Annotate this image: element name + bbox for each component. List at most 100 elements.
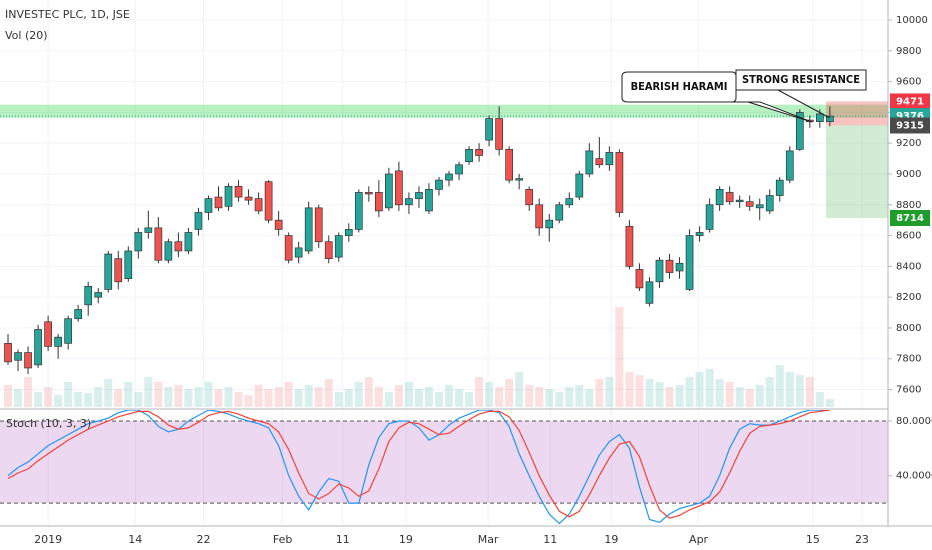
- candle-body: [54, 336, 62, 347]
- stoch-line: [7, 410, 830, 525]
- candle-body: [154, 227, 163, 261]
- volume-bar: [94, 387, 103, 407]
- volume-bar: [565, 387, 574, 407]
- candle-body: [625, 225, 634, 267]
- volume-bar: [665, 387, 674, 407]
- volume-bar: [84, 393, 93, 407]
- volume-bar: [685, 377, 694, 407]
- candle-body: [725, 192, 734, 203]
- annotation-text: BEARISH HARAMI: [631, 80, 728, 93]
- volume-bar: [234, 392, 243, 407]
- volume-bar: [635, 375, 644, 407]
- candle-body: [665, 259, 674, 273]
- resistance-zone: [0, 104, 888, 118]
- candle-body: [555, 204, 564, 221]
- volume-bar: [655, 382, 664, 407]
- candle-body: [4, 342, 12, 363]
- candle-body: [755, 204, 764, 209]
- candle-body: [826, 115, 834, 122]
- volume-bar: [785, 372, 794, 407]
- x-tick-label: 19: [399, 533, 413, 546]
- volume-label: Vol (20): [5, 29, 48, 42]
- y-tick-label: 9200: [896, 138, 921, 149]
- volume-bar: [364, 377, 373, 407]
- volume-bar: [735, 387, 744, 407]
- candle-body: [445, 173, 453, 181]
- stop-zone: [826, 101, 888, 126]
- y-tick-label: 7800: [896, 354, 921, 365]
- candle-body: [174, 241, 183, 252]
- y-tick-label: 10000: [896, 15, 928, 26]
- stoch-label: Stoch (10, 3, 3): [6, 417, 91, 430]
- candle-body: [525, 189, 534, 206]
- candle-body: [184, 232, 193, 252]
- callout-pointer: [777, 89, 831, 119]
- y-tick-label: 9000: [896, 169, 921, 180]
- x-tick-label: 23: [855, 533, 869, 546]
- volume-bar: [134, 392, 143, 407]
- volume-bar: [34, 392, 43, 407]
- x-tick-label: 11: [336, 533, 350, 546]
- volume-bar: [505, 379, 514, 407]
- candle-body: [24, 352, 32, 369]
- candle-body: [124, 250, 133, 280]
- volume-bar: [595, 379, 604, 407]
- candle-body: [375, 192, 383, 212]
- candle-body: [705, 204, 714, 230]
- volume-bar: [625, 372, 634, 407]
- candle-body: [224, 185, 233, 207]
- candle-body: [164, 241, 173, 261]
- y-tick-label: 8200: [896, 292, 921, 303]
- candle-body: [385, 173, 393, 209]
- x-tick-label: 19: [604, 533, 618, 546]
- candle-body: [795, 112, 804, 150]
- candle-body: [675, 262, 684, 272]
- volume-bar: [715, 379, 724, 407]
- candle-body: [304, 207, 313, 252]
- candle-body: [575, 173, 584, 198]
- volume-bar: [274, 387, 283, 407]
- candle-body: [405, 198, 413, 206]
- y-tick-label: 8000: [896, 323, 921, 334]
- volume-bar: [745, 389, 754, 407]
- price-label: 9471: [896, 96, 924, 107]
- volume-bar: [815, 392, 824, 407]
- candle-body: [695, 232, 704, 236]
- candle-body: [104, 253, 113, 290]
- price-label-bg: [890, 117, 930, 134]
- candle-body: [715, 189, 724, 206]
- volume-bar: [485, 382, 494, 407]
- candle-body: [435, 179, 443, 190]
- volume-bar: [755, 385, 764, 407]
- x-tick-label: Feb: [273, 533, 292, 546]
- volume-bar: [374, 387, 383, 407]
- candle-body: [495, 118, 503, 150]
- volume-bar: [455, 389, 464, 407]
- x-tick-label: 14: [128, 533, 142, 546]
- volume-bar: [64, 382, 73, 407]
- candle-body: [425, 189, 433, 212]
- resistance-callout: STRONG RESISTANCE: [735, 69, 867, 119]
- y-tick-label: 7600: [896, 385, 921, 396]
- volume-bar: [224, 387, 233, 407]
- y-tick-label: 8800: [896, 200, 921, 211]
- volume-bar: [404, 382, 413, 407]
- candle-body: [364, 192, 373, 195]
- candle-body: [14, 352, 22, 361]
- volume-bar: [314, 387, 323, 407]
- volume-bar: [525, 385, 534, 407]
- candle-body: [505, 148, 513, 181]
- y-tick-label: 40.0000: [896, 471, 932, 482]
- volume-bar: [114, 389, 123, 407]
- candle-body: [815, 113, 824, 122]
- volume-bar: [154, 382, 163, 407]
- price-label: 8714: [896, 213, 924, 224]
- volume-bar: [645, 379, 654, 407]
- volume-bar: [575, 385, 584, 407]
- candle-body: [74, 309, 83, 320]
- volume-bar: [605, 377, 614, 407]
- candle-body: [465, 148, 473, 163]
- candle-body: [214, 196, 223, 209]
- volume-bar: [545, 389, 554, 407]
- candle-body: [94, 292, 103, 298]
